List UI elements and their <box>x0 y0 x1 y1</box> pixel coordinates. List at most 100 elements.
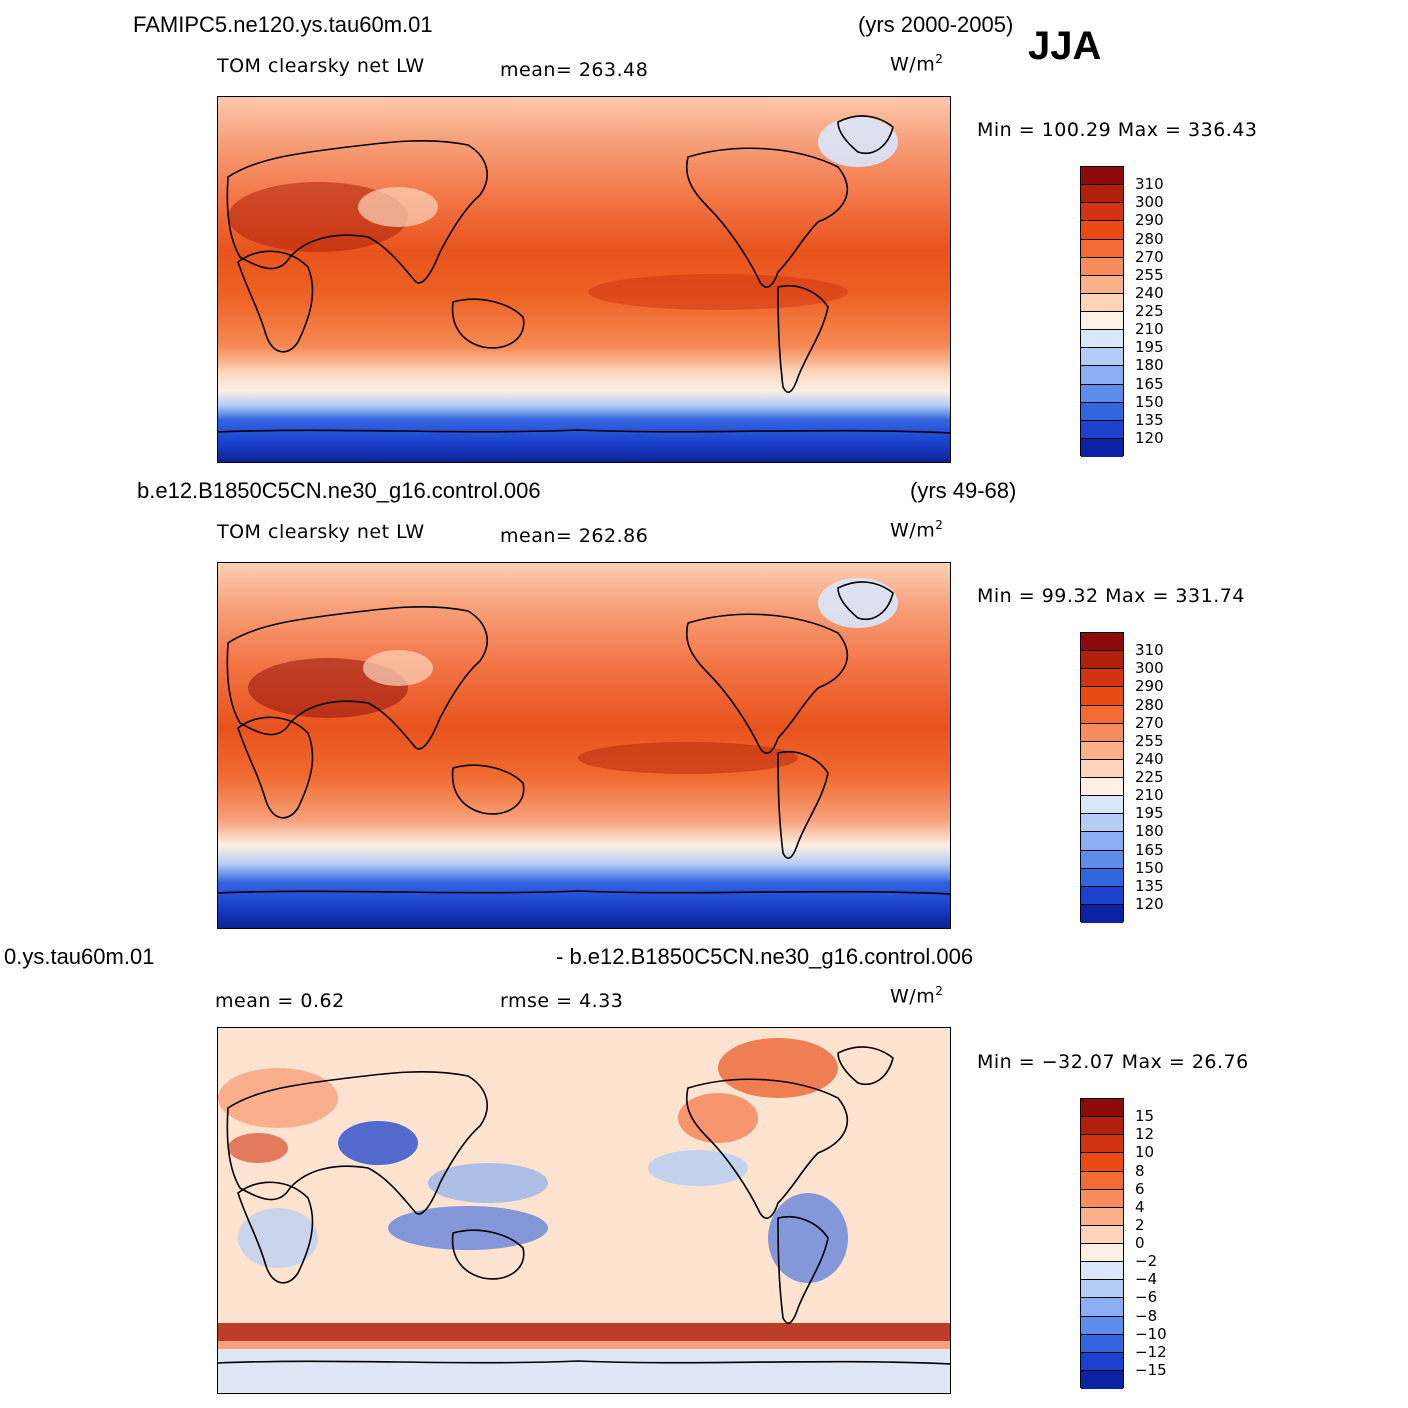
colorbar-swatch <box>1081 1280 1123 1299</box>
panel3-map <box>217 1027 951 1394</box>
colorbar-swatch <box>1081 384 1123 403</box>
colorbar-swatch <box>1081 651 1123 670</box>
colorbar-tick-label: −12 <box>1135 1342 1167 1361</box>
colorbar-swatch <box>1081 203 1123 222</box>
colorbar-tick-label: 10 <box>1135 1143 1155 1162</box>
colorbar-tick-label: 120 <box>1135 428 1164 447</box>
panel3-minmax: Min = −32.07 Max = 26.76 <box>977 1051 1249 1073</box>
colorbar-swatch <box>1081 723 1123 742</box>
panel1-variable-label: TOM clearsky net LW <box>217 55 425 77</box>
colorbar-tick-label: 280 <box>1135 695 1164 714</box>
colorbar-swatch <box>1081 1352 1123 1371</box>
colorbar-swatch <box>1081 669 1123 688</box>
colorbar-swatch <box>1081 1298 1123 1317</box>
colorbar-tick-label: −4 <box>1135 1270 1158 1289</box>
colorbar-swatch <box>1081 348 1123 367</box>
colorbar-swatch <box>1081 1207 1123 1226</box>
panel3-rmse-label: rmse = 4.33 <box>500 990 624 1012</box>
colorbar-swatch <box>1081 420 1123 439</box>
colorbar-swatch <box>1081 886 1123 905</box>
colorbar-swatch <box>1081 366 1123 385</box>
colorbar-swatch <box>1081 293 1123 312</box>
panel2-case-name: b.e12.B1850C5CN.ne30_g16.control.006 <box>137 478 541 503</box>
colorbar-tick-label: −10 <box>1135 1324 1167 1343</box>
colorbar-swatch <box>1081 257 1123 276</box>
colorbar-swatch <box>1081 1153 1123 1172</box>
colorbar-swatch <box>1081 167 1123 186</box>
colorbar-tick-label: 15 <box>1135 1107 1155 1126</box>
colorbar-tick-label: 195 <box>1135 338 1164 357</box>
colorbar-tick-label: 165 <box>1135 840 1164 859</box>
season-label: JJA <box>1028 24 1102 68</box>
colorbar-tick-label: −6 <box>1135 1288 1158 1307</box>
colorbar-tick-label: 135 <box>1135 876 1164 895</box>
colorbar-swatch <box>1081 1189 1123 1208</box>
colorbar-tick-label: 290 <box>1135 211 1164 230</box>
colorbar-swatch <box>1081 239 1123 258</box>
colorbar-tick-label: 270 <box>1135 713 1164 732</box>
colorbar-tick-label: 300 <box>1135 659 1164 678</box>
colorbar-tick-label: 240 <box>1135 749 1164 768</box>
panel3-mean-label: mean = 0.62 <box>215 990 345 1012</box>
colorbar-tick-label: 180 <box>1135 822 1164 841</box>
colorbar-swatch <box>1081 633 1123 652</box>
colorbar-tick-label: 4 <box>1135 1197 1145 1216</box>
colorbar-swatch <box>1081 438 1123 457</box>
colorbar-tick-label: 210 <box>1135 786 1164 805</box>
colorbar-swatch <box>1081 1316 1123 1335</box>
colorbar-tick-label: 310 <box>1135 641 1164 660</box>
colorbar-swatch <box>1081 1334 1123 1353</box>
panel1-case-name: FAMIPC5.ne120.ys.tau60m.01 <box>133 12 433 37</box>
colorbar-swatch <box>1081 221 1123 240</box>
colorbar-tick-label: 225 <box>1135 768 1164 786</box>
colorbar-swatch <box>1081 1117 1123 1136</box>
colorbar-swatch <box>1081 796 1123 815</box>
colorbar-tick-label: 310 <box>1135 175 1164 194</box>
colorbar-swatch <box>1081 1225 1123 1244</box>
panel2-map <box>217 562 951 929</box>
panel1-minmax: Min = 100.29 Max = 336.43 <box>977 119 1258 141</box>
colorbar-tick-label: 255 <box>1135 731 1164 750</box>
colorbar-swatch <box>1081 1370 1123 1389</box>
colorbar-tick-label: 210 <box>1135 320 1164 339</box>
colorbar-swatch <box>1081 1244 1123 1263</box>
colorbar-swatch <box>1081 185 1123 204</box>
colorbar-swatch <box>1081 868 1123 887</box>
colorbar-swatch <box>1081 1262 1123 1281</box>
colorbar-tick-label: 0 <box>1135 1234 1145 1252</box>
colorbar-tick-label: 300 <box>1135 193 1164 212</box>
colorbar-swatch <box>1081 850 1123 869</box>
panel2-colorbar <box>1080 632 1124 923</box>
colorbar-tick-label: −8 <box>1135 1306 1158 1325</box>
colorbar-swatch <box>1081 330 1123 349</box>
panel2-mean-label: mean= 262.86 <box>500 525 649 547</box>
colorbar-swatch <box>1081 1171 1123 1190</box>
panel2-units: W/m2 <box>890 518 944 542</box>
colorbar-swatch <box>1081 705 1123 724</box>
colorbar-tick-label: 225 <box>1135 302 1164 320</box>
colorbar-tick-label: 280 <box>1135 229 1164 248</box>
colorbar-tick-label: 8 <box>1135 1161 1145 1180</box>
panel2-years: (yrs 49-68) <box>910 478 1017 503</box>
panel3-units: W/m2 <box>890 984 944 1008</box>
colorbar-tick-label: 240 <box>1135 283 1164 302</box>
colorbar-swatch <box>1081 275 1123 294</box>
colorbar-swatch <box>1081 1135 1123 1154</box>
colorbar-tick-label: 255 <box>1135 265 1164 284</box>
colorbar-tick-label: 12 <box>1135 1125 1155 1144</box>
colorbar-swatch <box>1081 778 1123 797</box>
colorbar-tick-label: 180 <box>1135 356 1164 375</box>
colorbar-swatch <box>1081 1099 1123 1118</box>
colorbar-tick-label: 290 <box>1135 677 1164 696</box>
colorbar-tick-label: 120 <box>1135 894 1164 913</box>
panel1-map <box>217 96 951 463</box>
colorbar-tick-label: 195 <box>1135 804 1164 823</box>
panel3-case-name-right: - b.e12.B1850C5CN.ne30_g16.control.006 <box>556 944 974 969</box>
panel1-years: (yrs 2000-2005) <box>858 12 1014 37</box>
colorbar-tick-label: 150 <box>1135 858 1164 877</box>
colorbar-swatch <box>1081 687 1123 706</box>
colorbar-tick-label: 165 <box>1135 374 1164 393</box>
colorbar-tick-label: 6 <box>1135 1179 1145 1198</box>
panel1-mean-label: mean= 263.48 <box>500 59 649 81</box>
colorbar-swatch <box>1081 904 1123 923</box>
